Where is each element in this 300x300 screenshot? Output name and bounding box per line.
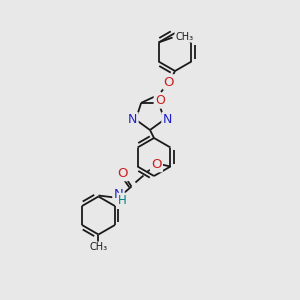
Text: O: O xyxy=(155,94,165,107)
Text: CH₃: CH₃ xyxy=(89,242,107,253)
Text: CH₃: CH₃ xyxy=(176,32,194,41)
Text: N: N xyxy=(128,113,137,126)
Text: N: N xyxy=(114,188,123,201)
Text: O: O xyxy=(151,158,162,171)
Text: H: H xyxy=(118,194,127,207)
Text: N: N xyxy=(163,113,172,126)
Text: O: O xyxy=(117,167,128,180)
Text: O: O xyxy=(164,76,174,88)
